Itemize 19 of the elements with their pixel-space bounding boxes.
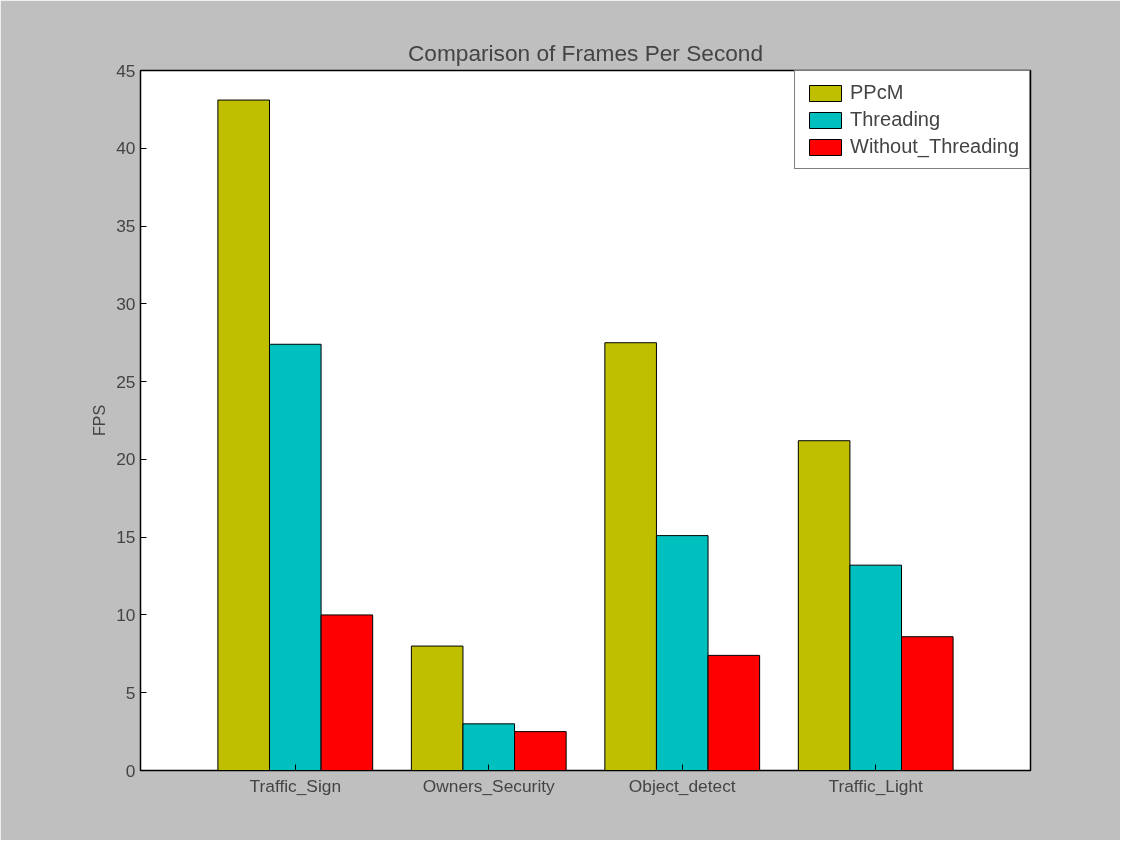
chart-title: Comparison of Frames Per Second xyxy=(407,39,764,66)
y-tick-label: 0 xyxy=(125,760,136,781)
y-tick-label: 20 xyxy=(116,449,136,470)
y-axis-title: FPS xyxy=(91,404,109,437)
x-tick-label: Traffic_Sign xyxy=(249,775,342,796)
x-tick-label: Traffic_Light xyxy=(828,775,924,796)
y-tick-label: 5 xyxy=(125,682,136,703)
y-tick-label: 30 xyxy=(116,293,136,314)
y-tick-label: 40 xyxy=(116,138,136,159)
legend-label: Threading xyxy=(850,108,941,131)
y-tick-label: 45 xyxy=(116,60,136,81)
y-tick-label: 35 xyxy=(116,216,136,237)
y-tick-label: 15 xyxy=(116,527,136,548)
x-tick-label: Owners_Security xyxy=(422,775,556,796)
y-tick-label: 25 xyxy=(116,371,136,392)
x-tick-label: Object_detect xyxy=(628,775,736,796)
legend-label: PPcM xyxy=(850,81,904,104)
legend-label: Without_Threading xyxy=(850,135,1019,158)
y-tick-label: 10 xyxy=(116,604,136,625)
